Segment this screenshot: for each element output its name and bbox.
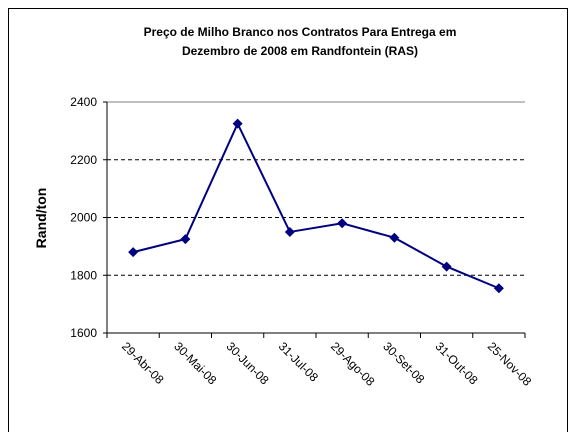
marker <box>180 234 191 245</box>
y-axis-label: Rand/ton <box>33 188 49 249</box>
y-tick-label: 1800 <box>70 268 97 282</box>
series-line <box>132 121 500 290</box>
chart-title: Preço de Milho Branco nos Contratos Para… <box>144 25 457 39</box>
chart-frame <box>8 8 568 432</box>
marker <box>232 118 243 129</box>
marker <box>337 218 348 229</box>
y-tick-label: 2200 <box>70 153 97 167</box>
marker <box>284 226 295 237</box>
chart-title: Dezembro de 2008 em Randfontein (RAS) <box>182 44 418 58</box>
marker <box>441 261 452 272</box>
marker <box>493 283 504 294</box>
marker <box>128 247 139 258</box>
y-tick-label: 1600 <box>70 326 97 340</box>
marker <box>389 232 400 243</box>
y-tick-label: 2000 <box>70 211 97 225</box>
y-tick-label: 2400 <box>70 95 97 109</box>
